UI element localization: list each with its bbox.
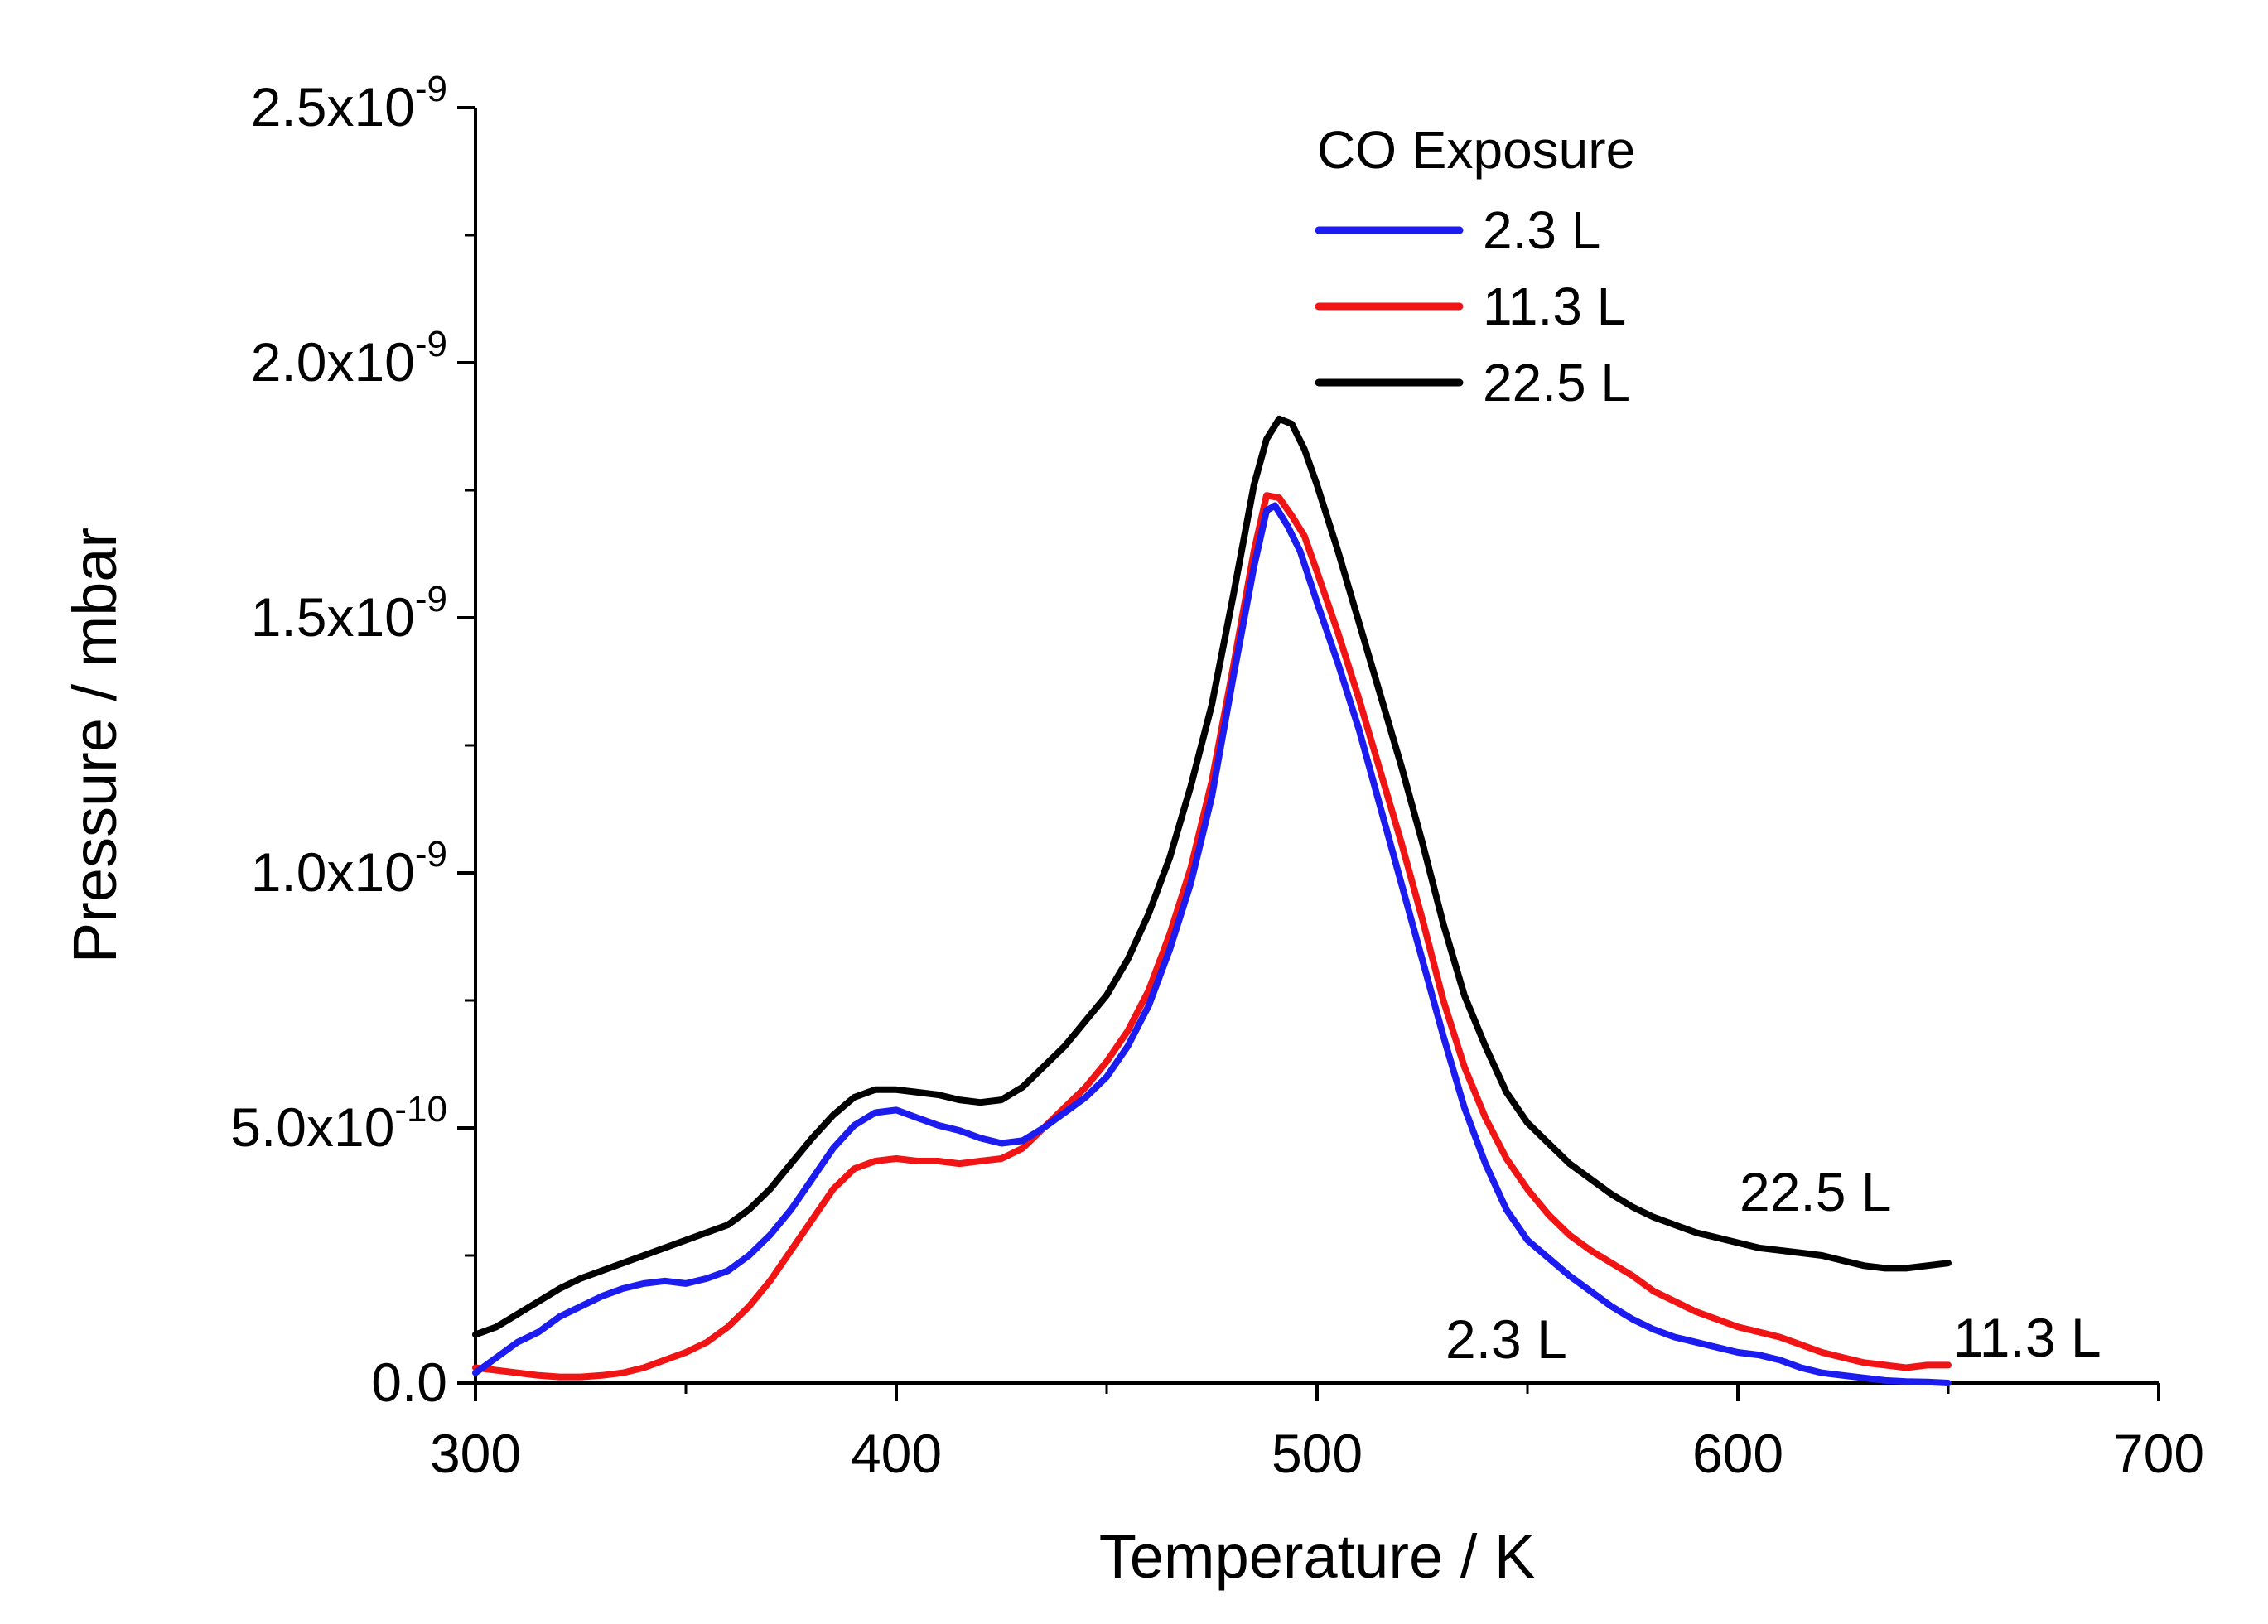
x-tick-label: 700 [2113, 1423, 2204, 1484]
y-tick-mantissa: 2.0x10 [251, 331, 415, 393]
x-axis-title: Temperature / K [1099, 1522, 1535, 1591]
y-tick-mantissa: 5.0x10 [230, 1096, 394, 1158]
y-tick-label: 2.5x10-9 [251, 69, 447, 137]
y-tick-exponent: -9 [415, 579, 447, 619]
y-tick-mantissa: 2.5x10 [251, 76, 415, 137]
y-tick-label: 2.0x10-9 [251, 324, 447, 393]
curve-end-label: 11.3 L [1953, 1307, 2102, 1368]
legend-label: 2.3 L [1483, 200, 1600, 260]
curve-end-labels: 2.3 L 11.3 L 22.5 L [1445, 1161, 2102, 1370]
legend: CO Exposure 2.3 L 11.3 L 22.5 L [1315, 120, 1635, 412]
y-tick-mantissa: 1.0x10 [251, 841, 415, 903]
x-tick-label: 300 [430, 1423, 521, 1484]
series-line-2-3-l [472, 502, 1952, 1386]
x-tick-label: 400 [851, 1423, 942, 1484]
y-tick-exponent: -9 [415, 834, 447, 875]
y-axis-title: Pressure / mbar [60, 528, 129, 963]
legend-title: CO Exposure [1317, 120, 1635, 180]
y-tick-label: 1.5x10-9 [251, 579, 447, 648]
y-ticks: 0.05.0x10-101.0x10-91.5x10-92.0x10-92.5x… [230, 69, 475, 1413]
y-tick-mantissa: 0.0 [371, 1352, 447, 1413]
y-tick-exponent: -9 [415, 69, 447, 109]
x-tick-label: 600 [1692, 1423, 1783, 1484]
series-line-22-5-l [472, 415, 1952, 1338]
x-tick-label: 500 [1272, 1423, 1363, 1484]
x-ticks: 300 400 500 600 700 [430, 1383, 2204, 1484]
y-tick-mantissa: 1.5x10 [251, 586, 415, 648]
y-tick-label: 1.0x10-9 [251, 834, 447, 903]
y-tick-label: 5.0x10-10 [230, 1089, 447, 1158]
curve-end-label: 2.3 L [1445, 1308, 1567, 1370]
legend-label: 22.5 L [1483, 353, 1630, 412]
legend-label: 11.3 L [1483, 277, 1626, 336]
curve-end-label: 22.5 L [1740, 1161, 1892, 1222]
y-tick-label: 0.0 [371, 1352, 447, 1413]
series-group [472, 415, 1952, 1386]
y-tick-exponent: -10 [394, 1089, 447, 1130]
y-tick-exponent: -9 [415, 324, 447, 364]
